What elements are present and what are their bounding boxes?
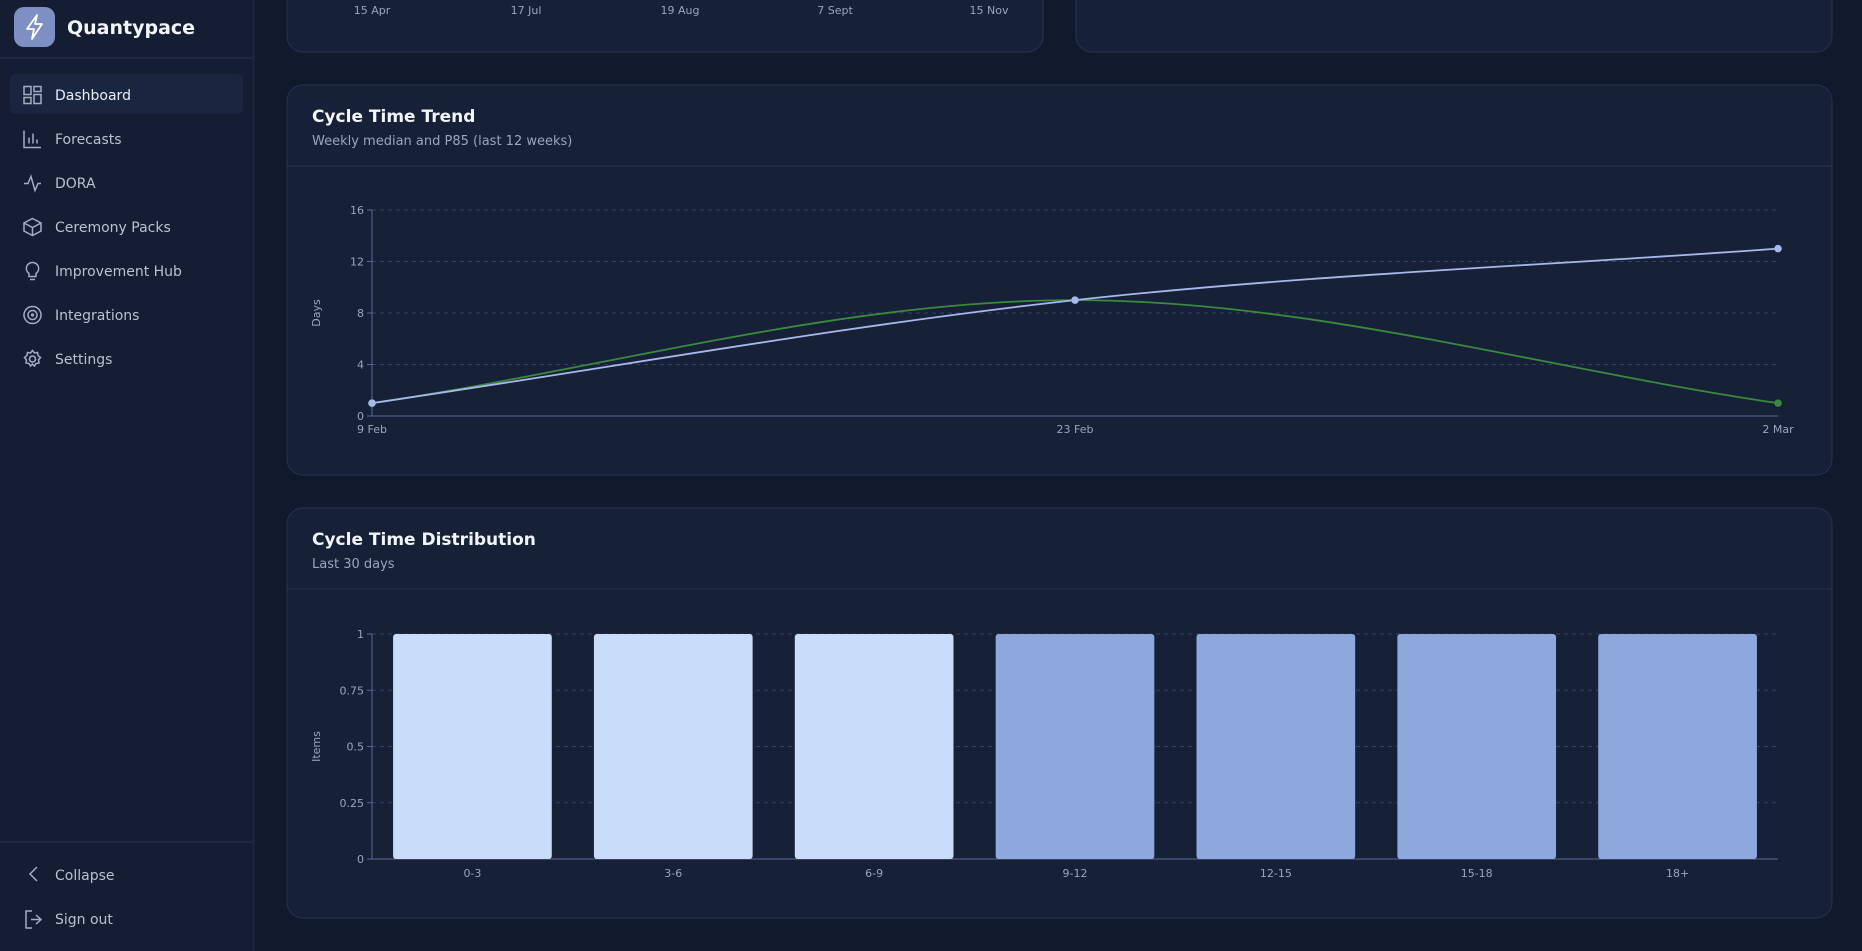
nav-icon	[23, 217, 42, 237]
y-tick-label: 12	[350, 256, 364, 269]
y-tick-label: 0	[357, 410, 364, 423]
nav-icon	[23, 305, 42, 325]
nav-item[interactable]: Settings	[55, 352, 112, 368]
nav-active	[10, 74, 243, 114]
y-tick-label: 4	[357, 359, 364, 372]
x-tick-label: 9-12	[1063, 867, 1088, 880]
point	[368, 399, 376, 407]
x-tick-label: 18+	[1666, 867, 1689, 880]
x-tick-label: 9 Feb	[357, 423, 387, 436]
bar[interactable]	[1598, 634, 1757, 859]
card	[286, 84, 1833, 476]
card	[1075, 0, 1833, 53]
x-tick-label: 2 Mar	[1762, 423, 1794, 436]
point	[1071, 296, 1079, 304]
y-tick-label: 16	[350, 204, 364, 217]
bar[interactable]	[1397, 634, 1557, 859]
x-tick-label: 15-18	[1461, 867, 1493, 880]
logo	[14, 7, 55, 47]
nav-icon	[24, 174, 41, 193]
y-tick-label: 0.75	[340, 684, 365, 697]
x-tick-label: 19 Aug	[661, 4, 700, 17]
chart-subtitle: Last 30 days	[312, 557, 395, 572]
x-tick-label: 15 Nov	[970, 4, 1009, 17]
nav-icon	[25, 261, 40, 281]
nav-item[interactable]: Integrations	[55, 308, 139, 324]
x-tick-label: 12-15	[1260, 867, 1292, 880]
nav-item[interactable]: Forecasts	[55, 132, 122, 148]
chart-subtitle: Weekly median and P85 (last 12 weeks)	[312, 134, 572, 149]
nav-icon	[23, 349, 42, 368]
chart-title: Cycle Time Trend	[312, 107, 475, 127]
y-tick-label: 1	[357, 628, 364, 641]
point	[1774, 399, 1782, 407]
x-tick-label: 7 Sept	[817, 4, 853, 17]
sidebar	[0, 0, 254, 951]
point	[1774, 244, 1782, 253]
y-axis-label: Items	[310, 731, 323, 762]
bar[interactable]	[794, 634, 954, 859]
card	[286, 0, 1044, 53]
nav-item[interactable]: DORA	[55, 176, 96, 192]
footer-item[interactable]: Collapse	[55, 868, 115, 884]
y-tick-label: 0.25	[340, 797, 365, 810]
footer-icon	[28, 866, 38, 882]
nav-item[interactable]: Ceremony Packs	[55, 220, 171, 236]
x-tick-label: 17 Jul	[511, 4, 542, 17]
footer-item[interactable]: Sign out	[55, 912, 113, 928]
y-tick-label: 0	[357, 853, 364, 866]
y-tick-label: 8	[357, 307, 364, 320]
x-tick-label: 23 Feb	[1057, 423, 1094, 436]
footer-icon	[25, 910, 43, 929]
bar[interactable]	[593, 634, 753, 859]
x-tick-label: 6-9	[865, 867, 883, 880]
brand: Quantypace	[67, 17, 195, 39]
nav-item[interactable]: Improvement Hub	[55, 264, 182, 280]
y-tick-label: 0.5	[347, 741, 365, 754]
x-tick-label: 3-6	[664, 867, 682, 880]
logo-icon	[26, 14, 43, 40]
nav-icon	[23, 130, 41, 149]
y-axis-label: Days	[310, 299, 323, 327]
chart-title: Cycle Time Distribution	[312, 530, 536, 550]
bar[interactable]	[995, 634, 1155, 859]
nav-icon	[23, 85, 42, 105]
bar[interactable]	[1196, 634, 1356, 859]
bar[interactable]	[393, 634, 552, 859]
x-tick-label: 15 Apr	[354, 4, 391, 17]
x-tick-label: 0-3	[463, 867, 481, 880]
nav-item[interactable]: Dashboard	[55, 88, 131, 104]
